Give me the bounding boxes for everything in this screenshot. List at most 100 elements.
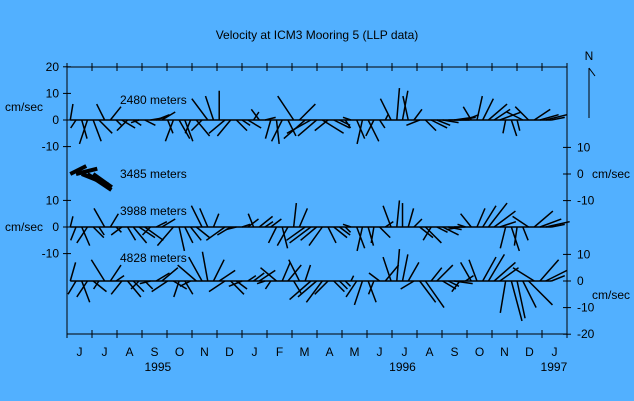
velocity-stick	[367, 226, 375, 246]
velocity-stick	[314, 119, 329, 132]
velocity-stick	[139, 280, 151, 285]
velocity-stick	[195, 119, 211, 137]
velocity-stick	[539, 218, 562, 228]
velocity-stick	[304, 264, 312, 282]
velocity-stick	[298, 103, 316, 121]
velocity-stick	[487, 254, 506, 282]
velocity-stick	[281, 262, 291, 282]
x-tick-label-month: J	[102, 345, 108, 359]
velocity-stick	[235, 119, 248, 132]
velocity-stick	[292, 202, 298, 228]
velocity-stick	[69, 226, 77, 241]
velocity-stick	[132, 226, 148, 244]
x-tick-label-month: J	[402, 345, 408, 359]
velocity-stick	[482, 98, 495, 121]
north-label: N	[585, 49, 594, 63]
x-tick-label-month: F	[276, 345, 283, 359]
velocity-stick	[382, 205, 392, 228]
velocity-stick	[512, 267, 535, 282]
velocity-stick	[539, 259, 560, 282]
velocity-stick	[514, 106, 530, 121]
x-tick-label-month: D	[225, 345, 234, 359]
velocity-stick	[379, 226, 391, 239]
velocity-stick	[264, 116, 276, 121]
y-tick-label: 0	[52, 220, 59, 234]
velocity-stick	[370, 226, 375, 244]
x-tick-label-month: M	[300, 345, 310, 359]
velocity-stick	[216, 119, 232, 137]
velocity-stick	[286, 226, 306, 241]
velocity-stick	[228, 280, 243, 288]
velocity-stick	[459, 262, 472, 282]
velocity-stick	[81, 280, 91, 303]
axes: J J A S O N D J F M A M J J A S O N D J 1995 1996 1997 20 10 0 -10…	[42, 60, 595, 374]
velocity-stick	[551, 223, 565, 228]
velocity-stick	[270, 119, 283, 142]
velocity-stick	[407, 208, 415, 228]
velocity-stick	[126, 280, 142, 298]
velocity-stick	[191, 98, 209, 121]
velocity-stick	[189, 226, 202, 241]
velocity-stick	[126, 226, 137, 241]
velocity-stick	[116, 119, 129, 132]
velocity-stick	[204, 95, 215, 121]
velocity-stick	[333, 280, 345, 293]
velocity-stick	[141, 226, 152, 236]
velocity-stick	[424, 226, 442, 244]
x-tick-label-month: N	[200, 345, 209, 359]
velocity-stick	[407, 262, 420, 282]
velocity-stick	[499, 111, 522, 121]
velocity-stick	[333, 226, 348, 239]
velocity-stick	[190, 205, 203, 228]
series-4828-meters: 4828 meters	[67, 249, 568, 322]
velocity-stick	[184, 119, 192, 134]
y-tick-label: -20	[577, 327, 595, 341]
velocity-stick	[367, 280, 375, 295]
velocity-stick	[247, 119, 262, 129]
velocity-stick	[132, 280, 145, 293]
velocity-stick	[396, 88, 401, 121]
x-tick-label-month: N	[500, 345, 509, 359]
x-year-label: 1996	[389, 360, 416, 374]
velocity-stick	[338, 280, 349, 290]
velocity-stick	[545, 269, 568, 282]
velocity-stick	[308, 226, 323, 247]
velocity-stick	[516, 280, 526, 319]
velocity-stick	[293, 280, 303, 295]
velocity-stick	[424, 119, 437, 132]
y-tick-label: 10	[46, 193, 60, 207]
velocity-stick	[400, 280, 415, 290]
velocity-stick	[276, 226, 289, 246]
velocity-stick	[499, 226, 507, 249]
plot-frame	[66, 66, 568, 335]
velocity-stick	[442, 226, 459, 236]
x-tick-label-month: O	[475, 345, 484, 359]
velocity-stick	[419, 280, 437, 303]
velocity-stick	[247, 275, 257, 282]
velocity-stick	[286, 119, 312, 134]
velocity-stick	[110, 226, 123, 236]
velocity-stick	[379, 98, 392, 121]
velocity-stick	[205, 226, 226, 241]
x-tick-label-month: D	[525, 345, 534, 359]
velocity-stick	[92, 172, 113, 189]
velocity-stick	[339, 226, 351, 236]
velocity-stick	[208, 119, 226, 134]
x-tick-label-month: A	[125, 345, 133, 359]
velocity-stick	[281, 226, 289, 249]
velocity-stick	[356, 226, 364, 252]
north-arrow-icon	[588, 67, 596, 118]
y-tick-label: -10	[42, 140, 60, 154]
velocity-stick	[212, 259, 225, 282]
velocity-stick	[267, 226, 278, 244]
series-3485-meters: 3485 meters	[69, 164, 187, 192]
velocity-stick	[151, 280, 169, 293]
x-year-label: 1995	[144, 360, 171, 374]
velocity-stick	[156, 226, 174, 247]
velocity-stick	[277, 95, 295, 121]
x-tick-label-month: J	[252, 345, 258, 359]
x-tick-label-month: S	[450, 345, 458, 359]
velocity-stick	[305, 280, 323, 303]
velocity-stick	[442, 280, 457, 290]
